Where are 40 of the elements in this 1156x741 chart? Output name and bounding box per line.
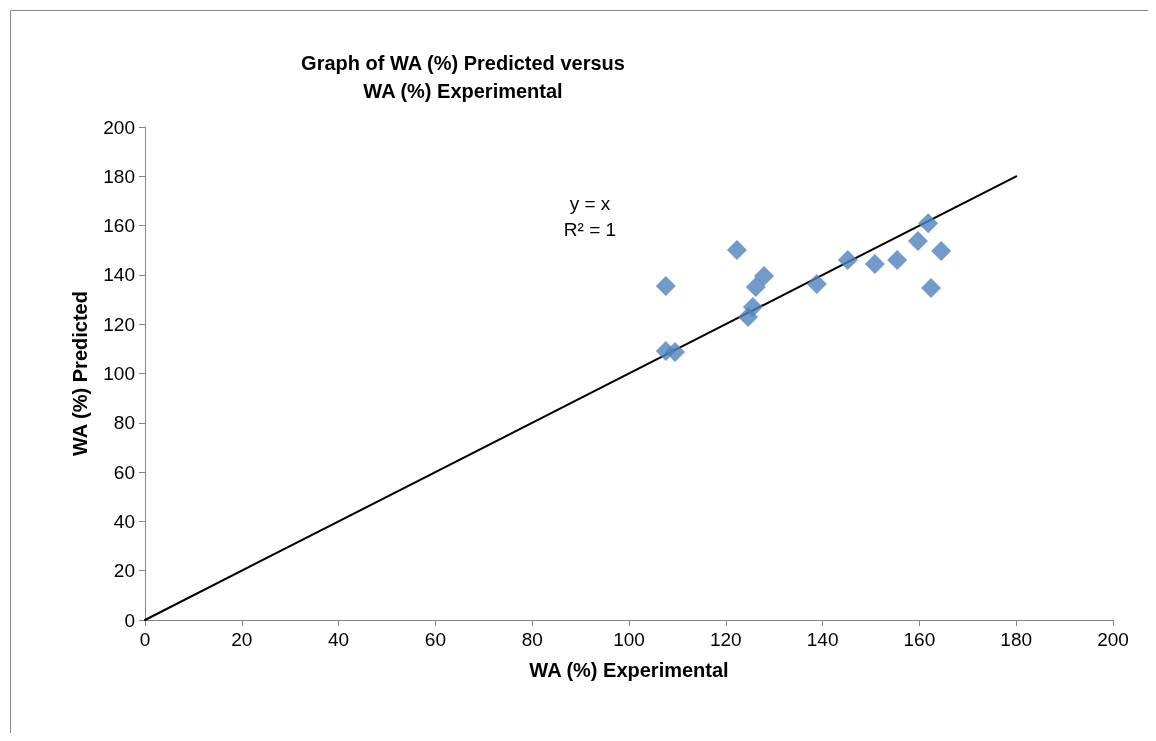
y-tick-label: 180: [103, 165, 135, 187]
y-tick-label: 140: [103, 264, 135, 286]
y-tick-label: 200: [103, 116, 135, 138]
point: [931, 240, 952, 261]
point: [837, 250, 858, 271]
y-tick-label: 20: [113, 560, 135, 582]
point: [754, 265, 775, 286]
x-tick-label: 120: [709, 629, 742, 650]
point: [806, 274, 827, 295]
y-tick-label: 160: [103, 215, 135, 237]
x-tick-label: 60: [424, 629, 446, 650]
point: [921, 277, 942, 298]
y-tick-label: 40: [113, 510, 135, 532]
y-tick-label: 60: [113, 461, 135, 483]
annotation: y = x R² = 1: [563, 192, 617, 240]
x-tick-label: 100: [613, 629, 645, 650]
x-tick-label: 140: [806, 629, 839, 650]
point: [664, 342, 685, 363]
point: [887, 250, 908, 271]
x-tick-label: 180: [1000, 629, 1033, 650]
point: [918, 213, 939, 234]
x-tick-label: 0: [139, 629, 151, 650]
x-tick-label: 160: [903, 629, 936, 650]
point: [726, 240, 747, 260]
x-tick-label: 40: [328, 629, 350, 650]
y-tick-label: 100: [103, 363, 135, 384]
y-tick-label: 80: [113, 412, 135, 434]
chart-title: Graph of WA (%) Predicted versus WA (%) Experimental: [301, 52, 625, 102]
y-tick-label: 0: [124, 609, 135, 631]
point: [745, 276, 766, 297]
point: [907, 230, 928, 251]
x-tick-label: 200: [1097, 629, 1129, 650]
x-tick-label: 80: [521, 629, 543, 650]
x-tick-label: 20: [231, 629, 253, 650]
point: [742, 296, 763, 317]
y-axis-title: WA (%) Predicted: [69, 291, 91, 456]
point: [655, 275, 676, 296]
point: [864, 254, 885, 275]
x-axis-title: WA (%) Experimental: [529, 659, 729, 681]
y-tick-label: 120: [103, 313, 135, 335]
